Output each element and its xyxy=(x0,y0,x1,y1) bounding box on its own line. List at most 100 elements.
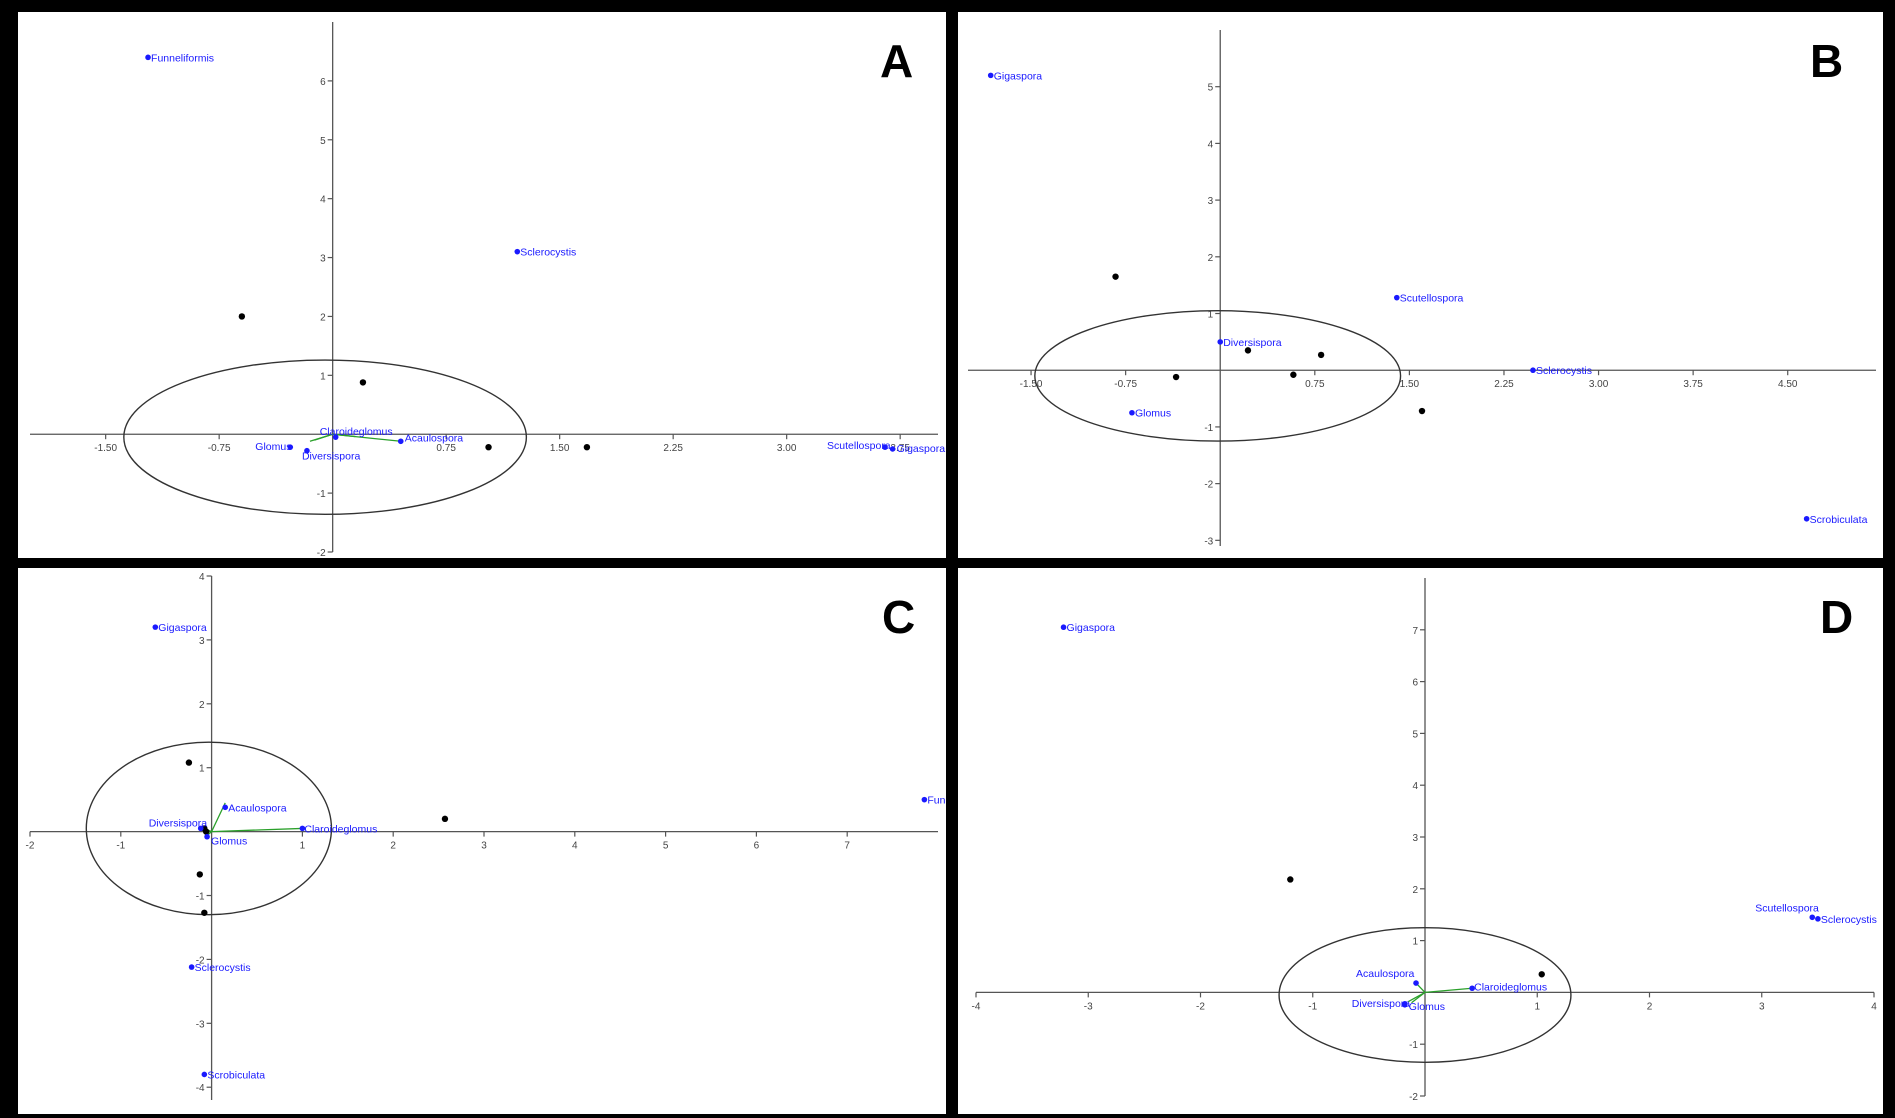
y-tick-label: 5 xyxy=(320,136,326,147)
taxon-point xyxy=(882,444,888,450)
x-tick-label: 1 xyxy=(1534,1001,1540,1012)
loading-vector xyxy=(1424,987,1473,994)
taxon-point xyxy=(1413,980,1419,986)
taxon-label: Sclerocystis xyxy=(195,962,251,974)
taxon-label: Scrobiculata xyxy=(207,1069,265,1081)
x-tick-label: 3 xyxy=(481,841,487,852)
taxon-label: Claroideglomus xyxy=(304,823,377,835)
taxon-label: Sclerocystis xyxy=(520,247,576,259)
taxon-point xyxy=(1217,339,1224,345)
taxon-label: Glomus xyxy=(1409,1001,1445,1013)
taxon-point xyxy=(921,796,928,803)
taxon-point xyxy=(1803,515,1810,522)
x-tick-label: 2 xyxy=(1647,1001,1653,1012)
scatter-plot-d: -4 -3 -2 -1 1 2 3 4 -2 -1 1 2 3 4 5 6 7 Gigaspora Scutello… xyxy=(972,578,1877,1103)
taxon-point xyxy=(1469,985,1475,992)
sample-point xyxy=(1244,347,1252,354)
taxon-point xyxy=(1129,409,1135,416)
taxon-point xyxy=(145,54,151,61)
x-tick-label: 1.50 xyxy=(550,443,570,454)
chart-panel-a: -1.50 -0.75 0.75 1.50 2.25 3.00 3.75 -2 -1 1 2 3 4 5 6… xyxy=(18,12,946,558)
taxon-label: Sclerocystis xyxy=(1536,365,1592,377)
y-tick-label: 3 xyxy=(199,636,205,647)
sample-point xyxy=(196,871,203,878)
taxon-point xyxy=(987,72,994,79)
taxon-label: Funneliformis xyxy=(151,52,214,64)
loading-vector xyxy=(309,433,333,442)
x-tick-label: 3.75 xyxy=(1683,379,1703,390)
taxon-label: Claroideglomus xyxy=(320,426,393,438)
y-tick-label: 1 xyxy=(1412,937,1418,948)
x-tick-label: 2 xyxy=(390,841,396,852)
x-tick-label: -2 xyxy=(1196,1001,1205,1012)
taxon-point xyxy=(304,447,310,454)
taxon-label: Diversispora xyxy=(1352,998,1411,1010)
taxon-point xyxy=(332,434,339,440)
y-tick-label: 1 xyxy=(320,371,326,382)
x-tick-label: 4.50 xyxy=(1778,379,1798,390)
taxon-label: Glomus xyxy=(1135,408,1171,420)
confidence-ellipse xyxy=(123,359,528,516)
taxon-point xyxy=(222,804,229,811)
x-tick-label: 7 xyxy=(844,841,850,852)
x-tick-label: 0.75 xyxy=(436,443,456,454)
taxon-point xyxy=(287,444,294,450)
taxon-point xyxy=(1393,294,1400,301)
confidence-ellipse xyxy=(85,741,333,916)
taxon-label: Scutellospora xyxy=(827,440,891,452)
x-tick-label: 3.75 xyxy=(890,443,910,454)
y-tick-label: 2 xyxy=(320,312,326,323)
taxon-label: Acaulospora xyxy=(1356,968,1415,980)
taxon-label: Funneliformis xyxy=(927,795,946,807)
sample-point xyxy=(583,443,591,451)
chart-panel-c: -2 -1 1 2 3 4 5 6 7 -4 -3 -2 -1 1 2 3 4 Gigaspora Funnelif… xyxy=(18,568,946,1114)
chart-panel-b: -1.50 -0.75 0.75 1.50 2.25 3.00 3.75 4.50 -3 -2 -1… xyxy=(958,12,1883,558)
y-tick-label: 2 xyxy=(1208,253,1214,264)
taxon-point xyxy=(1809,914,1816,921)
x-tick-label: -1 xyxy=(116,841,125,852)
taxon-point xyxy=(299,825,306,832)
sample-point xyxy=(1290,371,1297,378)
taxon-label: Diversispora xyxy=(1223,337,1282,349)
y-tick-label: 4 xyxy=(1412,781,1418,792)
x-tick-label: 5 xyxy=(663,841,669,852)
x-tick-label: -0.75 xyxy=(1114,379,1137,390)
y-tick-label: 3 xyxy=(1412,833,1418,844)
y-tick-label: -1 xyxy=(317,489,326,500)
y-tick-label: 3 xyxy=(320,254,326,265)
sample-point xyxy=(1317,351,1325,359)
x-tick-label: 2.25 xyxy=(1494,379,1514,390)
y-tick-label: -1 xyxy=(1204,423,1213,434)
sample-point xyxy=(359,379,367,386)
sample-point xyxy=(1112,273,1119,280)
x-tick-label: -4 xyxy=(972,1001,981,1012)
scatter-plot-a: -1.50 -0.75 0.75 1.50 2.25 3.00 3.75 -2 -1 1 2 3 4 5 6… xyxy=(30,22,946,558)
taxon-label: Scutellospora xyxy=(1400,293,1464,305)
x-tick-label: -1.50 xyxy=(94,443,117,454)
sample-point xyxy=(238,313,246,320)
confidence-ellipse xyxy=(1034,309,1402,442)
sample-point xyxy=(485,443,492,451)
taxon-point xyxy=(1401,1002,1408,1008)
taxon-label: Acaulospora xyxy=(228,802,287,814)
sample-point xyxy=(441,815,449,823)
taxon-label: Glomus xyxy=(255,441,291,453)
taxon-label: Acaulospora xyxy=(405,432,464,444)
x-tick-label: -3 xyxy=(1084,1001,1093,1012)
x-tick-label: 0.75 xyxy=(1305,379,1325,390)
y-tick-label: -2 xyxy=(196,955,205,966)
y-tick-label: -2 xyxy=(1409,1092,1418,1103)
taxon-label: Gigaspora xyxy=(897,443,946,455)
y-tick-label: 6 xyxy=(320,77,326,88)
sample-point xyxy=(1418,407,1426,415)
confidence-ellipse xyxy=(1278,926,1572,1064)
taxon-label: Diversispora xyxy=(149,817,208,829)
y-tick-label: -3 xyxy=(1204,536,1213,547)
sample-point xyxy=(1538,971,1545,978)
loading-vector xyxy=(211,827,303,833)
y-tick-label: -1 xyxy=(1409,1040,1418,1051)
x-tick-label: 1 xyxy=(300,841,306,852)
taxon-label: Sclerocystis xyxy=(1821,914,1877,926)
y-tick-label: 2 xyxy=(199,700,205,711)
y-tick-label: 6 xyxy=(1412,678,1418,689)
